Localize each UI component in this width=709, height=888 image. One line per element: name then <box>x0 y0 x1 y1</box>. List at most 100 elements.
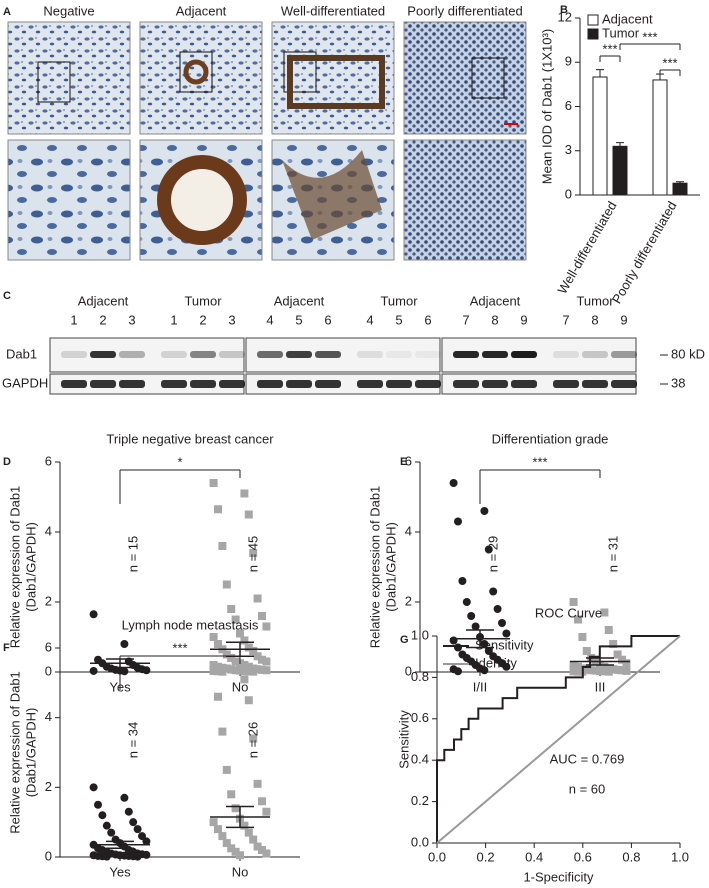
micrograph <box>403 21 527 135</box>
lane-label: 4 <box>366 312 373 327</box>
panel-label: D <box>3 456 11 468</box>
data-point <box>574 615 582 624</box>
y-tick-label: 0.8 <box>411 669 429 684</box>
stained-gland <box>183 59 209 85</box>
legend-label: Sensitivity <box>475 637 534 652</box>
data-point <box>454 667 462 676</box>
data-point <box>244 696 253 705</box>
blot-group-label: Tumor <box>576 293 614 308</box>
data-point <box>253 665 262 674</box>
y-axis-label: (Dab1/GAPDH) <box>383 522 398 612</box>
band <box>357 380 383 388</box>
data-point <box>227 844 236 853</box>
data-point <box>582 647 591 655</box>
column-label: Well-differentiated <box>281 3 385 18</box>
data-point <box>569 598 578 606</box>
lane-label: 2 <box>199 312 206 327</box>
y-tick-label: 1.0 <box>411 627 429 642</box>
data-point <box>240 636 249 645</box>
data-point <box>244 828 253 837</box>
group-size-label: n = 34 <box>125 722 140 759</box>
row-label: GAPDH <box>2 375 48 390</box>
band <box>315 351 341 358</box>
column-label: Negative <box>43 3 94 18</box>
data-point <box>262 657 271 666</box>
data-point <box>218 667 227 676</box>
x-axis-label: 1-Specificity <box>523 869 594 884</box>
data-point <box>467 612 476 620</box>
y-axis-label: Relative expression of Dab1 <box>367 486 382 649</box>
band <box>315 380 341 388</box>
y-tick-label: 4 <box>45 523 52 538</box>
data-point <box>471 622 480 631</box>
blot-group-label: Adjacent <box>274 293 325 308</box>
x-tick-label: 0.8 <box>622 849 640 864</box>
panel-label: C <box>3 290 11 302</box>
data-point <box>484 545 493 554</box>
y-tick-label: 4 <box>45 709 52 724</box>
panel-label: A <box>3 6 11 18</box>
data-point <box>258 846 266 855</box>
stained-gland <box>287 55 385 109</box>
lane-label: 3 <box>128 312 135 327</box>
y-tick-label: 2 <box>405 593 412 608</box>
data-point <box>258 797 266 806</box>
bar <box>592 76 608 196</box>
data-point <box>449 479 458 487</box>
y-axis-label: Sensitivity <box>396 710 411 769</box>
y-tick-label: 12 <box>558 9 572 24</box>
band <box>511 351 537 358</box>
column-label: Adjacent <box>176 3 227 18</box>
data-point <box>604 667 613 676</box>
data-point <box>493 605 502 613</box>
y-axis-label: Mean IOD of Dab1 (1X10³) <box>539 29 554 184</box>
band <box>119 380 145 388</box>
data-point <box>462 598 471 606</box>
data-point <box>138 832 146 841</box>
band <box>190 351 216 358</box>
data-point <box>454 643 462 652</box>
data-point <box>227 654 236 662</box>
data-point <box>218 727 227 736</box>
data-point <box>502 662 511 671</box>
band <box>161 380 187 388</box>
bar <box>612 145 628 196</box>
y-tick-label: 2 <box>45 593 52 608</box>
data-point <box>249 667 258 676</box>
x-tick-label: I/II <box>473 679 487 694</box>
data-point <box>498 619 506 627</box>
panel-label: B <box>560 4 568 16</box>
significance-label: *** <box>662 55 677 70</box>
y-tick-label: 0.4 <box>411 752 429 767</box>
data-point <box>120 667 129 676</box>
stained-gland <box>282 150 382 240</box>
data-point <box>591 666 600 675</box>
x-tick-label: 1.0 <box>671 849 689 864</box>
data-point <box>578 633 587 641</box>
data-point <box>240 675 249 684</box>
lane-label: 1 <box>70 312 77 327</box>
stained-gland <box>157 155 247 245</box>
data-point <box>214 825 222 834</box>
data-point <box>249 734 258 743</box>
data-point <box>480 666 489 675</box>
group-size-label: n = 45 <box>245 536 260 573</box>
data-point <box>222 580 231 589</box>
data-point <box>236 666 244 675</box>
data-point <box>458 577 467 585</box>
micrograph-zoom <box>7 139 131 261</box>
data-point <box>244 510 253 519</box>
data-point <box>618 655 626 664</box>
micrograph-zoom <box>403 139 527 261</box>
band <box>90 380 116 388</box>
data-point <box>604 626 613 634</box>
blot-group-label: Adjacent <box>78 293 129 308</box>
band <box>415 351 441 358</box>
data-point <box>258 612 266 620</box>
micrograph <box>271 21 395 135</box>
data-point <box>253 652 262 661</box>
data-point <box>129 818 138 827</box>
data-point <box>209 633 218 641</box>
chart-title: Lymph node metastasis <box>122 617 259 632</box>
group-size-label: n = 15 <box>125 536 140 573</box>
